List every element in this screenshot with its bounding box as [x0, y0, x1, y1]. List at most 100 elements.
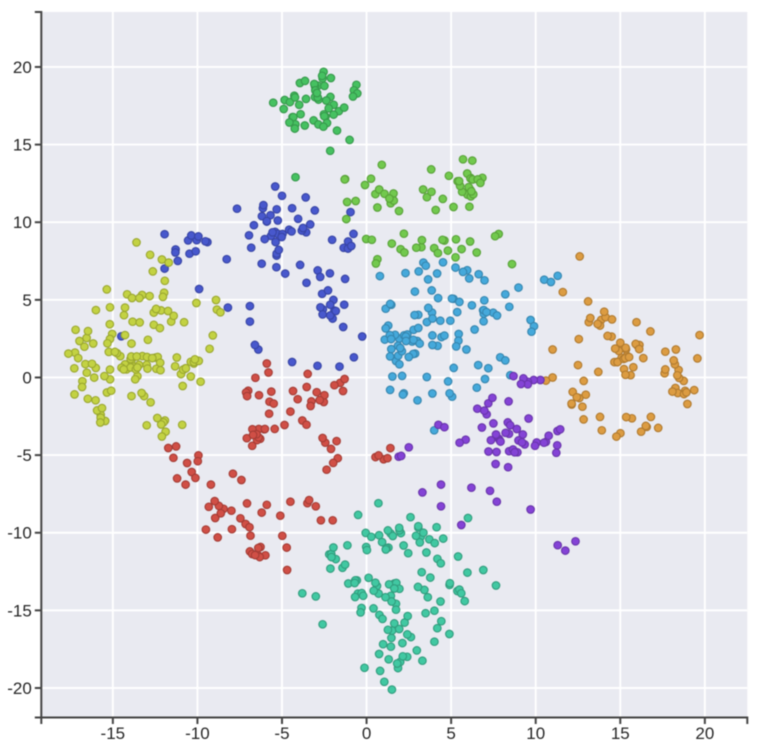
- data-point-cluster-blue: [313, 361, 322, 371]
- data-point-cluster-red: [302, 420, 311, 430]
- data-point-cluster-teal: [422, 548, 431, 557]
- data-point-cluster-lime: [82, 368, 92, 378]
- data-point-cluster-orange: [558, 287, 568, 297]
- data-point-cluster-purple: [517, 438, 527, 447]
- data-point-cluster-lime: [151, 304, 161, 314]
- data-point-cluster-purple: [486, 435, 496, 445]
- data-point-cluster-teal: [384, 654, 394, 664]
- data-point-cluster-lime: [181, 363, 191, 373]
- data-point-cluster-lightgreen: [451, 252, 460, 262]
- data-point-cluster-orange: [597, 425, 607, 435]
- data-point-cluster-teal: [430, 606, 439, 616]
- data-point-cluster-cyan: [404, 352, 414, 362]
- data-point-cluster-teal: [406, 512, 415, 522]
- data-point-cluster-lime: [156, 365, 165, 375]
- data-point-cluster-blue: [357, 332, 367, 341]
- data-point-cluster-lime: [143, 364, 152, 373]
- data-point-cluster-teal: [381, 592, 390, 602]
- data-point-cluster-lime: [105, 365, 115, 374]
- data-point-cluster-lime: [155, 358, 165, 368]
- data-point-cluster-red: [304, 495, 314, 505]
- data-point-cluster-lightgreen: [426, 165, 436, 174]
- data-point-cluster-purple: [489, 419, 498, 428]
- data-point-cluster-emerald: [320, 81, 329, 91]
- data-point-cluster-red: [311, 501, 321, 511]
- data-point-cluster-orange: [672, 370, 682, 380]
- data-point-cluster-purple: [436, 501, 446, 511]
- data-point-cluster-lime: [178, 381, 188, 391]
- data-point-cluster-teal: [343, 540, 352, 550]
- data-point-cluster-teal: [436, 597, 445, 606]
- data-point-cluster-cyan: [500, 289, 510, 299]
- data-point-cluster-orange: [624, 352, 634, 362]
- data-point-cluster-lime: [163, 306, 173, 316]
- data-point-cluster-orange: [682, 388, 691, 397]
- data-point-cluster-blue: [305, 220, 315, 229]
- data-point-cluster-orange: [612, 432, 621, 441]
- data-point-cluster-cyan: [472, 383, 482, 393]
- data-point-cluster-teal: [392, 659, 402, 668]
- data-point-cluster-cyan: [445, 316, 455, 326]
- y-tick-label: -15: [7, 601, 32, 620]
- data-point-cluster-blue: [327, 235, 337, 245]
- data-point-cluster-teal: [430, 538, 440, 548]
- data-point-cluster-cyan: [397, 371, 407, 381]
- data-point-cluster-lime: [192, 298, 201, 308]
- data-point-cluster-teal: [398, 651, 408, 661]
- data-point-cluster-cyan: [443, 377, 453, 386]
- data-point-cluster-emerald: [312, 88, 322, 98]
- data-point-cluster-red: [181, 480, 190, 489]
- data-point-cluster-teal: [360, 663, 369, 673]
- data-point-cluster-red: [322, 465, 331, 475]
- data-point-cluster-red: [340, 374, 349, 384]
- data-point-cluster-blue: [302, 278, 311, 288]
- data-point-cluster-orange: [636, 427, 646, 437]
- x-tick-label: -10: [185, 724, 210, 743]
- data-point-cluster-cyan: [432, 269, 442, 278]
- data-point-cluster-lime: [70, 390, 79, 399]
- data-point-cluster-orange: [671, 345, 681, 354]
- data-point-cluster-red: [260, 424, 270, 434]
- data-point-cluster-blue: [262, 216, 272, 226]
- data-point-cluster-orange: [660, 365, 670, 374]
- data-point-cluster-teal: [387, 633, 396, 643]
- data-point-cluster-lightgreen: [399, 229, 409, 239]
- data-point-cluster-blue: [301, 193, 311, 202]
- data-point-cluster-cyan: [449, 363, 459, 373]
- data-point-cluster-orange: [632, 317, 641, 327]
- data-point-cluster-teal: [432, 522, 441, 532]
- data-point-cluster-lime: [133, 363, 142, 372]
- data-point-cluster-blue: [194, 284, 204, 294]
- data-point-cluster-red: [193, 456, 203, 466]
- data-point-cluster-purple: [479, 406, 489, 415]
- data-point-cluster-blue: [232, 204, 242, 214]
- data-point-cluster-teal: [383, 526, 393, 535]
- data-point-cluster-orange: [621, 412, 631, 422]
- y-tick-label: -10: [7, 524, 32, 543]
- data-point-cluster-blue: [287, 203, 297, 213]
- data-point-cluster-purple: [484, 447, 493, 456]
- data-point-cluster-emerald: [345, 135, 354, 145]
- data-point-cluster-cyan: [458, 267, 468, 277]
- data-point-cluster-red: [266, 387, 276, 396]
- data-point-cluster-red: [264, 368, 273, 377]
- data-point-cluster-red: [269, 399, 279, 408]
- data-point-cluster-teal: [463, 568, 472, 577]
- data-point-cluster-blue: [250, 340, 260, 350]
- data-point-cluster-lime: [91, 395, 100, 405]
- y-tick-label: 0: [22, 368, 31, 387]
- data-point-cluster-purple: [530, 441, 540, 451]
- data-point-cluster-teal: [374, 498, 383, 508]
- data-point-cluster-teal: [478, 565, 488, 575]
- data-point-cluster-lightgreen: [418, 185, 428, 194]
- data-point-cluster-lime: [128, 317, 137, 327]
- data-point-cluster-red: [172, 474, 182, 483]
- data-point-cluster-lime: [211, 295, 221, 305]
- data-point-cluster-blue: [325, 300, 335, 310]
- data-point-cluster-cyan: [438, 257, 448, 267]
- data-point-cluster-lime: [120, 303, 130, 312]
- data-point-cluster-teal: [436, 558, 446, 568]
- data-point-cluster-orange: [585, 313, 595, 323]
- data-point-cluster-emerald: [319, 122, 328, 132]
- data-point-cluster-teal: [377, 537, 387, 547]
